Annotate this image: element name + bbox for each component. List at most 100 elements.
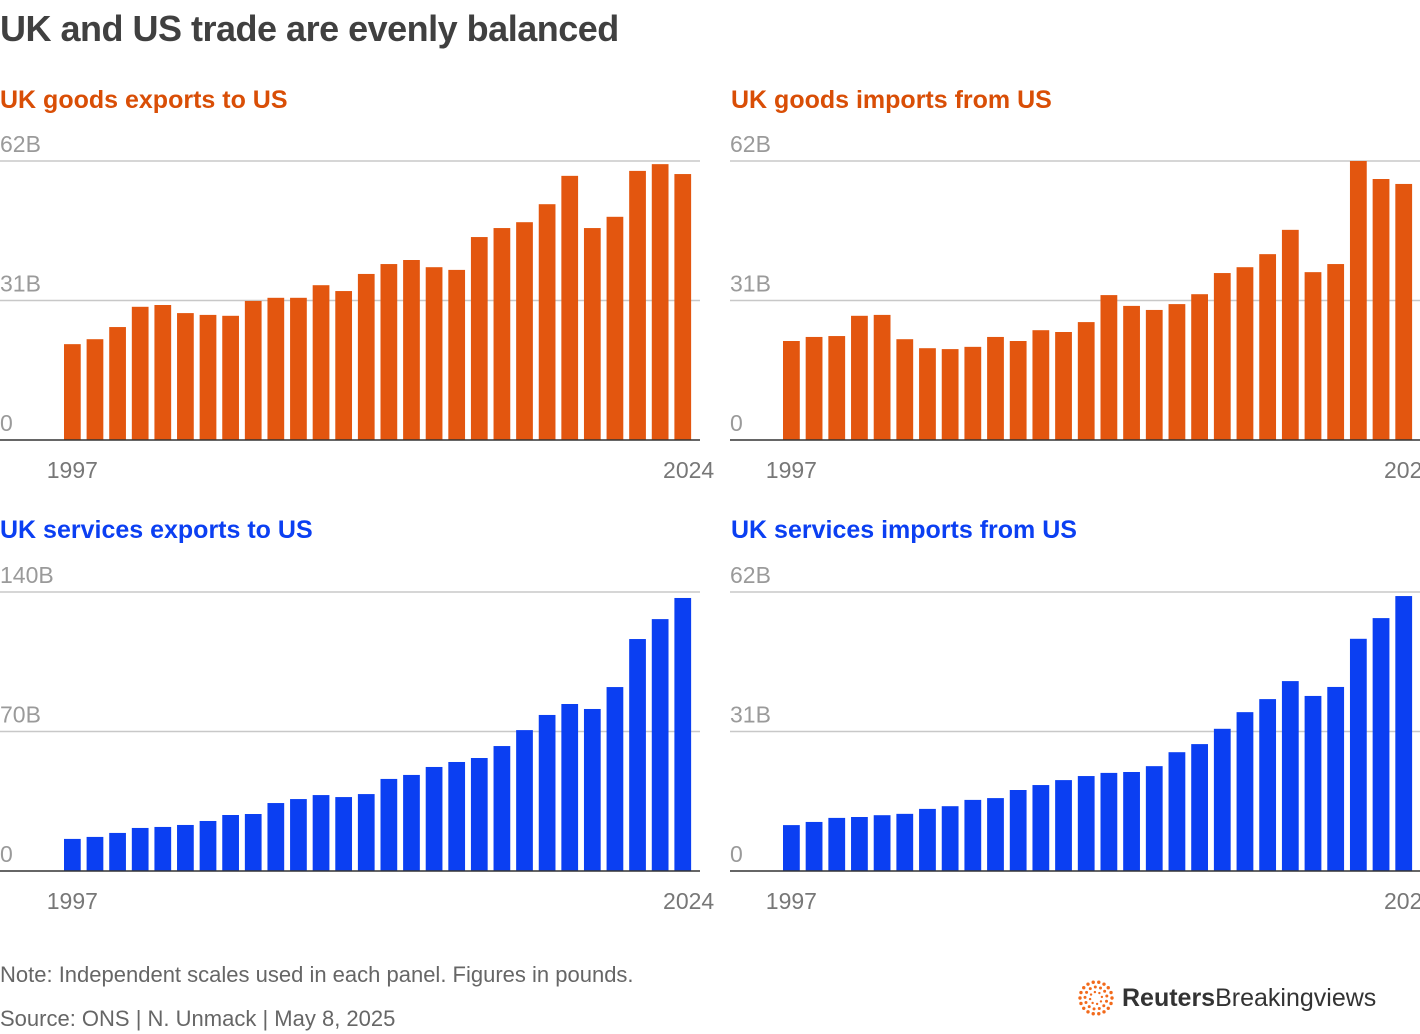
y-tick-label: 0: [0, 841, 13, 867]
panel-title-goods-imports: UK goods imports from US: [731, 86, 1052, 114]
bar-2007: [290, 297, 307, 440]
x-tick-label: 2024: [1384, 457, 1420, 483]
panel-3: 0 31B 62B 1997 2024: [730, 562, 1420, 914]
bar-2005: [964, 346, 982, 440]
bar-2011: [1100, 295, 1118, 440]
bar-2017: [1236, 712, 1254, 871]
reuters-breakingviews-logo: ReutersBreakingviews: [1076, 978, 1376, 1018]
bar-2009: [335, 291, 353, 440]
bar-2004: [941, 349, 959, 440]
bar-2019: [561, 703, 579, 871]
bar-2012: [403, 260, 420, 440]
x-tick-label: 2024: [663, 888, 714, 914]
logo-brand: Reuters: [1122, 983, 1216, 1012]
bar-2015: [470, 237, 488, 440]
bar-2023: [651, 164, 669, 440]
bar-2019: [561, 175, 579, 440]
bar-2007: [1009, 341, 1027, 440]
bar-2011: [1100, 772, 1118, 871]
bar-2022: [629, 170, 646, 440]
bar-1997: [64, 344, 81, 440]
bar-2017: [1236, 267, 1254, 440]
y-tick-label: 70B: [0, 702, 41, 728]
bar-2022: [1349, 161, 1367, 440]
bar-2007: [290, 799, 307, 871]
bar-2012: [1123, 772, 1140, 871]
bar-1998: [86, 339, 104, 440]
bar-2004: [941, 806, 959, 871]
bar-2003: [199, 314, 217, 440]
bar-2006: [987, 798, 1004, 871]
bar-2021: [1327, 686, 1345, 871]
bar-1998: [805, 336, 823, 440]
bar-1999: [828, 336, 846, 440]
bar-2018: [538, 204, 556, 440]
y-tick-label: 31B: [730, 271, 771, 297]
bar-2003: [199, 820, 217, 871]
bar-1997: [64, 838, 81, 871]
bar-2014: [448, 269, 466, 440]
bar-2024: [1395, 596, 1413, 871]
bar-2013: [1145, 766, 1163, 871]
bar-2002: [177, 313, 194, 440]
bar-2016: [493, 228, 511, 440]
bar-2024: [674, 174, 692, 441]
bar-2000: [851, 315, 868, 440]
bar-2023: [651, 619, 669, 871]
bar-2017: [516, 730, 533, 871]
x-tick-label: 1997: [47, 457, 98, 483]
bar-2020: [583, 228, 601, 440]
bar-2021: [606, 687, 624, 871]
bar-2012: [403, 774, 420, 871]
y-tick-label: 0: [730, 410, 743, 436]
bar-2016: [493, 746, 511, 871]
bar-2001: [873, 314, 891, 440]
bar-2006: [987, 336, 1004, 440]
bar-2008: [1032, 330, 1050, 440]
panel-title-services-exports: UK services exports to US: [0, 516, 313, 544]
bar-2010: [1077, 776, 1095, 871]
bar-2008: [312, 795, 330, 871]
bar-2017: [516, 222, 533, 440]
bar-2023: [1372, 179, 1390, 440]
bar-2008: [1032, 785, 1050, 871]
bar-2011: [380, 778, 398, 871]
panel-2: 0 70B 140B 1997 2024: [0, 562, 714, 914]
x-tick-label: 1997: [766, 888, 817, 914]
bar-2009: [1055, 780, 1072, 871]
bar-2022: [629, 639, 646, 871]
bar-2014: [1168, 304, 1186, 440]
bar-2010: [357, 273, 375, 440]
bar-2018: [1259, 699, 1277, 871]
bar-2024: [1395, 183, 1413, 440]
bar-2001: [154, 305, 172, 440]
bar-2021: [606, 216, 624, 440]
bar-2016: [1213, 273, 1231, 440]
y-tick-label: 31B: [730, 702, 771, 728]
bar-2000: [851, 817, 868, 871]
bar-2004: [222, 815, 239, 871]
bar-2003: [919, 348, 936, 440]
x-tick-label: 1997: [766, 457, 817, 483]
bar-1998: [86, 836, 104, 871]
bar-2000: [131, 827, 149, 871]
bar-2002: [896, 813, 914, 871]
note: Note: Independent scales used in each pa…: [0, 962, 634, 987]
bar-2009: [1055, 332, 1072, 440]
bar-2001: [873, 815, 891, 871]
bar-2007: [1009, 790, 1027, 871]
y-tick-label: 62B: [730, 131, 771, 157]
bar-2021: [1327, 264, 1345, 440]
x-tick-label: 2024: [1384, 888, 1420, 914]
bar-2013: [425, 267, 443, 440]
bar-2011: [380, 264, 398, 440]
y-tick-label: 31B: [0, 271, 41, 297]
panel-title-services-imports: UK services imports from US: [731, 516, 1077, 544]
bar-2006: [267, 297, 285, 440]
bar-2019: [1281, 681, 1299, 871]
bar-2015: [1191, 294, 1208, 440]
bar-2005: [964, 799, 982, 871]
bar-2015: [1191, 744, 1208, 871]
bar-2015: [470, 758, 488, 871]
logo-product: Breakingviews: [1215, 983, 1377, 1012]
